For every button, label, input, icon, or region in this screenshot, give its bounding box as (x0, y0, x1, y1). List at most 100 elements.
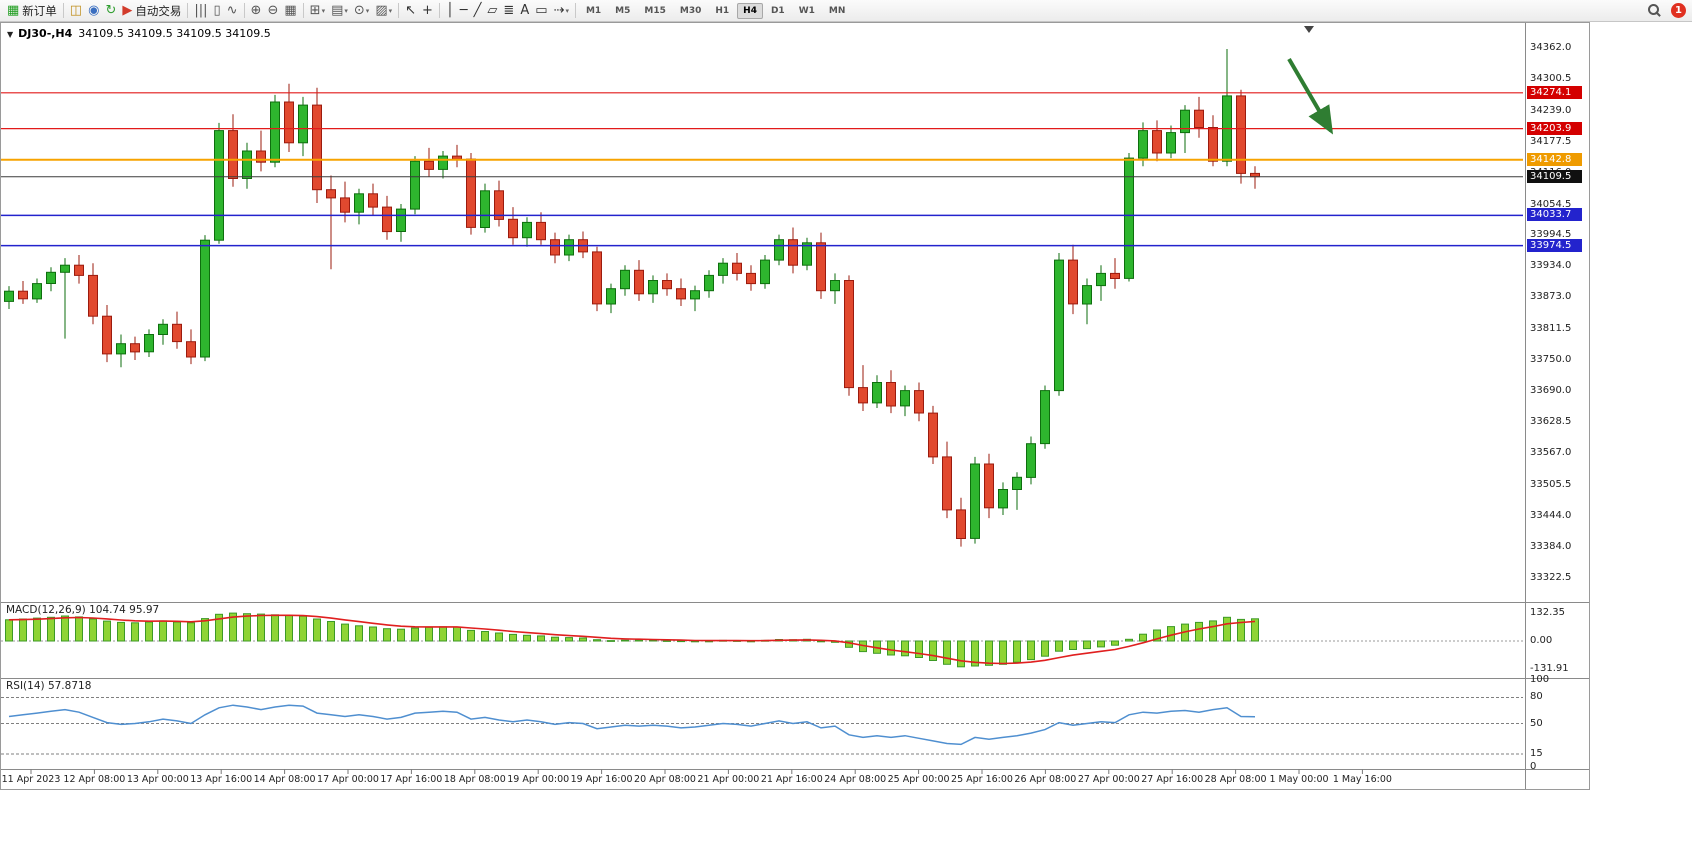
chart-canvas[interactable] (1, 23, 1589, 789)
auto-trading-button-label: 自动交易 (135, 3, 182, 18)
new-order-button[interactable]: ▦ 新订单 (4, 1, 60, 21)
channel-icon[interactable]: ▱ (484, 1, 500, 21)
chevron-down-icon: ▾ (344, 6, 348, 15)
fibonacci-icon: ≣ (503, 2, 515, 18)
timeframe-button-H4[interactable]: H4 (737, 2, 763, 19)
time-axis-label: 25 Apr 00:00 (887, 774, 950, 785)
toolbar-separator (187, 3, 189, 18)
time-axis-label: 19 Apr 16:00 (570, 774, 633, 785)
rsi-axis-label: 0 (1530, 761, 1537, 772)
symbol-period-label: DJ30-,H4 (18, 27, 73, 40)
arrows-tool-icon[interactable]: ⇢ ▾ (551, 1, 572, 21)
candlestick-chart-type-icon[interactable]: ▯ (210, 1, 223, 21)
candlestick-chart-type-icon: ▯ (213, 2, 221, 18)
candlestick-series (4, 49, 1260, 547)
timeframe-button-M5[interactable]: M5 (615, 5, 631, 16)
new-chart-icon: ⊞ (309, 2, 321, 18)
toolbar-separator (243, 3, 245, 18)
vertical-line-icon[interactable]: │ (443, 1, 457, 21)
time-axis-label: 20 Apr 08:00 (634, 774, 696, 785)
new-order-button-label: 新订单 (22, 3, 57, 18)
zoom-in-icon[interactable]: ⊕ (248, 1, 265, 21)
rsi-axis-label: 100 (1530, 674, 1550, 685)
time-axis-label: 26 Apr 08:00 (1014, 774, 1077, 785)
template-icon[interactable]: ▨ ▾ (372, 1, 395, 21)
timeframe-button-M15[interactable]: M15 (644, 5, 666, 16)
new-chart-icon[interactable]: ⊞ ▾ (307, 1, 328, 21)
time-axis-label: 28 Apr 08:00 (1204, 774, 1267, 785)
price-tag-34142.8: 34142.8 (1527, 152, 1582, 166)
time-axis-label: 19 Apr 00:00 (507, 774, 570, 785)
price-axis-label: 33505.5 (1530, 478, 1572, 490)
vertical-line-icon: │ (445, 2, 454, 18)
bar-chart-type-icon[interactable]: ||| (191, 1, 210, 21)
rsi-axis-label: 15 (1530, 747, 1543, 759)
chevron-down-icon: ▾ (365, 6, 370, 15)
toolbar-separator (438, 3, 440, 18)
main-toolbar: ▦ 新订单 ◫ ◉ ↻ ▶ 自动交易 ||| ▯ ∿ ⊕ ⊖ ▦ ⊞ ▾ ▤ ▾ ⊙ ▾ ▨ ▾ ↖ + │ ─ ╱ ▱ ≣ A ▭ ⇢ ▾ M… (0, 0, 1692, 22)
price-tag-34033.7: 34033.7 (1527, 208, 1582, 222)
charts-icon: ◫ (69, 2, 83, 18)
search-icon[interactable] (1648, 4, 1661, 17)
chevron-down-icon: ▾ (565, 6, 569, 15)
refresh-cycle-icon[interactable]: ↻ (102, 1, 119, 21)
timeframe-button-W1[interactable]: W1 (798, 5, 815, 16)
one-click-trading-arrow[interactable]: ▼ (7, 30, 14, 39)
time-axis-label: 27 Apr 16:00 (1141, 774, 1204, 785)
price-axis-label: 33750.0 (1530, 354, 1572, 366)
market-watch-icon[interactable]: ◉ (85, 1, 102, 21)
price-axis-label: 34177.5 (1530, 136, 1572, 148)
notification-badge[interactable]: 1 (1671, 3, 1686, 18)
time-axis-label: 13 Apr 00:00 (126, 774, 189, 785)
horizontal-line-icon: ─ (459, 2, 468, 18)
period-clock-icon[interactable]: ⊙ ▾ (351, 1, 372, 21)
price-axis-label: 33322.5 (1530, 572, 1572, 583)
channel-icon: ▱ (487, 2, 498, 18)
cursor-icon: ↖ (405, 2, 417, 18)
chart-window[interactable]: ▼ DJ30-,H4 34109.5 34109.5 34109.5 34109.5… (0, 22, 1590, 790)
macd-histogram (5, 612, 1259, 668)
trendline-icon[interactable]: ╱ (471, 1, 485, 21)
fibonacci-icon[interactable]: ≣ (500, 1, 517, 21)
rsi-line (8, 704, 1256, 746)
period-clock-icon: ⊙ (353, 2, 365, 18)
price-axis-label: 34300.5 (1530, 73, 1572, 85)
text-label-icon[interactable]: ▭ (532, 1, 550, 21)
macd-indicator-label: MACD(12,26,9) 104.74 95.97 (6, 604, 160, 616)
market-watch-icon: ◉ (88, 2, 100, 18)
crosshair-icon[interactable]: + (419, 1, 436, 21)
tile-windows-icon[interactable]: ▦ (281, 1, 299, 21)
timeframe-button-D1[interactable]: D1 (770, 5, 785, 16)
chart-shift-marker[interactable] (1304, 26, 1314, 33)
trend-arrow-annotation[interactable] (1287, 57, 1334, 135)
price-axis-label: 34054.5 (1530, 198, 1572, 210)
timeframe-button-M30[interactable]: M30 (679, 5, 702, 16)
price-tag-34274.1: 34274.1 (1527, 85, 1582, 99)
text-icon: A (520, 2, 530, 18)
zoom-out-icon: ⊖ (267, 2, 279, 18)
bar-chart-type-icon: ||| (194, 2, 208, 18)
text-icon[interactable]: A (517, 1, 532, 21)
text-label-icon: ▭ (535, 2, 548, 18)
cursor-icon[interactable]: ↖ (402, 1, 419, 21)
timeframe-button-H1[interactable]: H1 (715, 5, 730, 16)
macd-axis-label: -131.91 (1530, 662, 1569, 674)
chart-title: ▼ DJ30-,H4 34109.5 34109.5 34109.5 34109.5 (7, 27, 271, 40)
zoom-out-icon[interactable]: ⊖ (264, 1, 281, 21)
ohlc-label: 34109.5 34109.5 34109.5 34109.5 (78, 27, 271, 40)
timeframe-button-MN[interactable]: MN (828, 5, 846, 16)
time-axis-label: 21 Apr 00:00 (697, 774, 760, 785)
horizontal-line-icon[interactable]: ─ (457, 1, 471, 21)
time-axis-label: 12 Apr 08:00 (63, 774, 126, 785)
line-chart-type-icon[interactable]: ∿ (224, 1, 241, 21)
rsi-axis-label: 80 (1530, 691, 1543, 703)
auto-trading-button[interactable]: ▶ 自动交易 (119, 1, 184, 21)
time-axis-label: 17 Apr 00:00 (317, 774, 379, 785)
toolbar-separator (62, 3, 64, 18)
profiles-icon[interactable]: ▤ ▾ (328, 1, 351, 21)
chevron-down-icon: ▾ (321, 6, 326, 15)
price-axis-label: 33811.5 (1530, 322, 1572, 334)
charts-icon[interactable]: ◫ (67, 1, 85, 21)
timeframe-button-M1[interactable]: M1 (585, 5, 602, 16)
time-axis-label: 13 Apr 16:00 (190, 774, 253, 785)
